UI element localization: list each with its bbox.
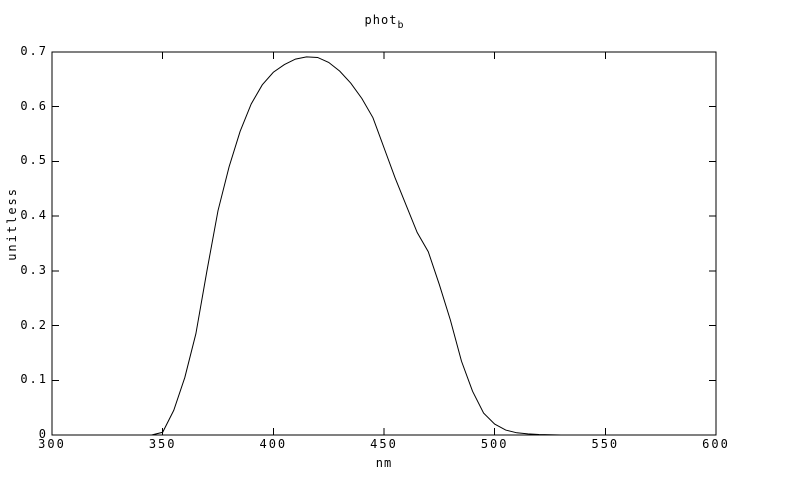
x-tick-label-450: 450 xyxy=(370,437,398,451)
x-tick-label-350: 350 xyxy=(148,437,177,451)
y-tick-label-0.3: 0.3 xyxy=(20,262,48,277)
y-tick-label-0.4: 0.4 xyxy=(20,208,48,223)
x-tick-label-550: 550 xyxy=(591,437,620,451)
plot-border xyxy=(51,51,717,436)
response-curve xyxy=(151,56,562,436)
x-tick-label-400: 400 xyxy=(259,437,288,451)
y-tick-label-0.5: 0.5 xyxy=(20,153,48,168)
y-tick-label-0.2: 0.2 xyxy=(20,317,48,332)
y-tick-label-0.1: 0.1 xyxy=(20,372,48,387)
chart-title: photb xyxy=(365,13,404,31)
chart-title-subscript: b xyxy=(397,20,404,31)
y-tick-label-0.7: 0.7 xyxy=(20,44,48,58)
y-tick-label-0.6: 0.6 xyxy=(20,98,48,113)
y-axis-title: unitless xyxy=(5,187,19,261)
x-tick-label-500: 500 xyxy=(480,437,509,451)
chart-title-main: phot xyxy=(364,13,398,27)
x-tick-label-600: 600 xyxy=(702,437,730,451)
x-tick-label-300: 300 xyxy=(38,437,66,451)
y-tick-label-0: 0 xyxy=(38,427,48,441)
x-axis-title: nm xyxy=(375,456,393,470)
